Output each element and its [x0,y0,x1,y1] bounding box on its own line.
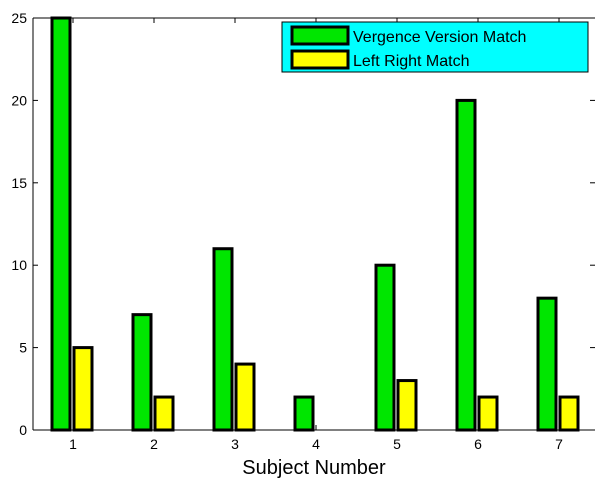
legend-label-left-right: Left Right Match [353,53,470,70]
bar-series2-subject-2 [153,395,175,432]
y-tick-label: 25 [11,10,27,26]
y-tick-label: 15 [11,175,27,191]
bar-series2-subject-1 [72,346,94,432]
x-tick-label: 4 [312,436,320,452]
x-tick-label: 2 [150,436,158,452]
bar-series2-subject-3 [234,362,256,432]
legend-label-vergence-version: Vergence Version Match [353,29,526,46]
x-tick-label: 7 [555,436,563,452]
bar-series1-subject-1 [50,16,72,432]
bar-series1-subject-5 [374,263,396,432]
x-tick-label: 6 [474,436,482,452]
x-tick-label: 1 [69,436,77,452]
bars-layer [50,16,580,432]
bar-series2-subject-6 [477,395,499,432]
y-tick-label: 0 [19,422,27,438]
bar-series1-subject-3 [212,247,234,432]
bar-series1-subject-4 [293,395,315,432]
y-tick-label: 20 [11,92,27,108]
y-ticks-layer: 0 5 10 15 20 25 [11,10,595,438]
bar-series1-subject-7 [536,296,558,432]
bar-series1-subject-2 [131,313,153,432]
y-tick-label: 10 [11,257,27,273]
x-tick-label: 3 [231,436,239,452]
x-tick-label: 5 [393,436,401,452]
bar-series2-subject-5 [396,379,418,432]
bar-series2-subject-7 [558,395,580,432]
y-tick-label: 5 [19,340,27,356]
bar-series1-subject-6 [455,98,477,432]
legend: Vergence Version Match Left Right Match [281,21,589,73]
axes-layer [32,17,595,431]
legend-swatch-left-right [290,49,350,70]
x-axis-label: Subject Number [242,457,386,479]
plot-area [33,18,595,430]
legend-swatch-vergence-version [290,25,350,46]
